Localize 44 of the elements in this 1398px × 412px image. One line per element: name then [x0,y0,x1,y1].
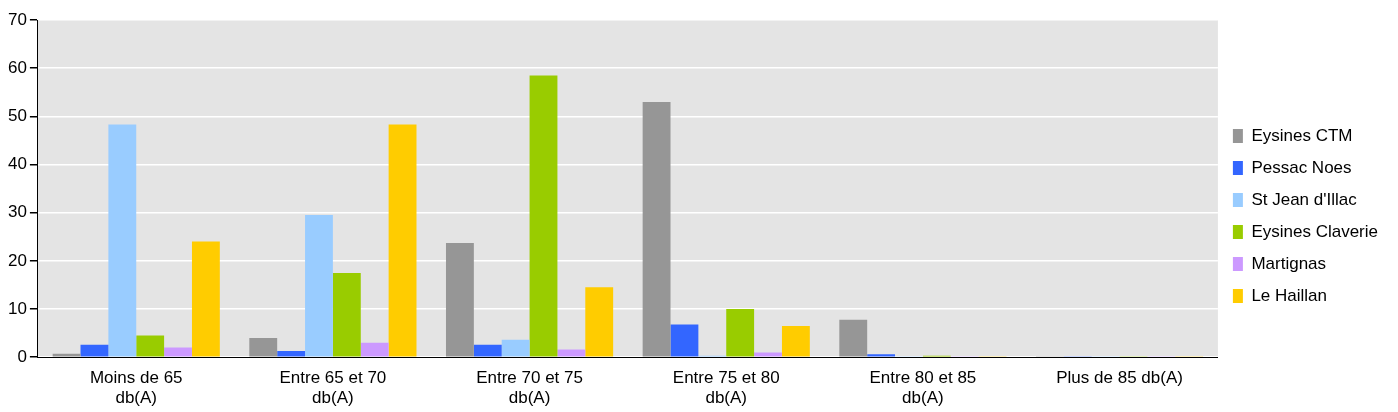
bar [332,272,361,357]
x-tick-label: Entre 75 et 80 db(A) [672,368,780,408]
bar [80,344,109,357]
y-tick-label: 70 [7,9,27,29]
bar [136,335,165,357]
x-tick-label: Moins de 65 db(A) [89,368,183,408]
bar [529,75,558,357]
bar [305,215,333,357]
bar [388,124,417,357]
bar [445,243,474,357]
y-tick-label: 50 [7,106,27,126]
bar [164,347,192,357]
y-tick-label: 20 [7,250,27,270]
legend-label: Eysines Claverie [1251,221,1379,241]
x-tick-label: Plus de 85 db(A) [1056,368,1183,388]
x-tick-label: Entre 70 et 75 db(A) [476,368,583,408]
bar [360,342,389,357]
y-tick-label: 0 [17,346,27,366]
bar [867,354,896,357]
bar [501,339,530,357]
legend-label: Eysines CTM [1251,125,1353,145]
bar [642,101,671,357]
legend-label: Le Haillan [1251,285,1328,305]
bar [781,325,810,357]
y-tick-label: 30 [7,202,27,222]
x-tick-label: Entre 65 et 70 db(A) [279,368,387,408]
bar [670,324,699,357]
x-tick-label: Entre 80 et 85 db(A) [869,368,977,408]
bar [249,337,278,357]
y-tick-label: 60 [7,57,27,77]
legend-label: Pessac Noes [1251,157,1352,177]
bar [277,350,306,357]
bar [585,287,614,357]
bar [839,319,868,357]
bar [726,309,755,357]
bar [191,241,220,357]
y-tick-label: 10 [7,298,27,318]
bar [108,124,137,357]
legend-label: St Jean d'Illac [1251,189,1358,209]
bar [473,344,502,357]
y-tick-label: 40 [7,154,27,174]
bar [754,352,782,357]
legend-label: Martignas [1251,253,1327,273]
bar [557,349,586,357]
